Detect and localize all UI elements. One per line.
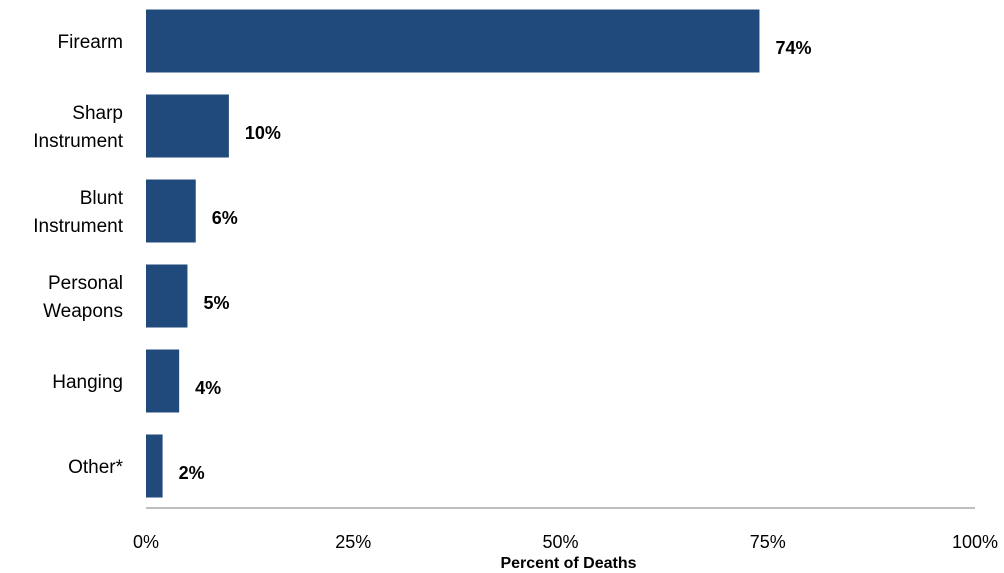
bar-firearm — [146, 9, 760, 73]
x-tick-labels: 0% 25% 50% 75% 100% — [133, 532, 998, 552]
x-tick-label-100: 100% — [952, 532, 998, 552]
value-labels: 74% 10% 6% 5% 4% 2% — [179, 38, 812, 483]
bars — [146, 9, 760, 498]
value-label-personal-weapons: 5% — [203, 293, 229, 313]
category-label-hanging: Hanging — [52, 372, 123, 393]
category-labels: Firearm Sharp Instrument Blunt Instrument Per… — [33, 32, 123, 478]
bar-sharp-instrument — [146, 94, 229, 158]
value-label-firearm: 74% — [775, 38, 811, 58]
x-tick-label-25: 25% — [335, 532, 371, 552]
x-tick-label-0: 0% — [133, 532, 159, 552]
category-label-personal-weapons: Personal Weapons — [43, 273, 123, 322]
bar-blunt-instrument — [146, 179, 196, 243]
bar-hanging — [146, 349, 180, 413]
value-label-hanging: 4% — [195, 378, 221, 398]
category-label-firearm: Firearm — [58, 32, 123, 53]
category-label-other: Other* — [68, 457, 124, 478]
value-label-sharp-instrument: 10% — [245, 123, 281, 143]
bar-personal-weapons — [146, 264, 188, 328]
bar-other — [146, 434, 163, 498]
x-tick-label-75: 75% — [750, 532, 786, 552]
value-label-other: 2% — [179, 463, 205, 483]
category-label-sharp-instrument: Sharp Instrument — [33, 103, 123, 152]
category-label-blunt-instrument: Blunt Instrument — [33, 188, 123, 237]
value-label-blunt-instrument: 6% — [212, 208, 238, 228]
x-axis-title: Percent of Deaths — [500, 555, 636, 572]
x-tick-label-50: 50% — [542, 532, 578, 552]
